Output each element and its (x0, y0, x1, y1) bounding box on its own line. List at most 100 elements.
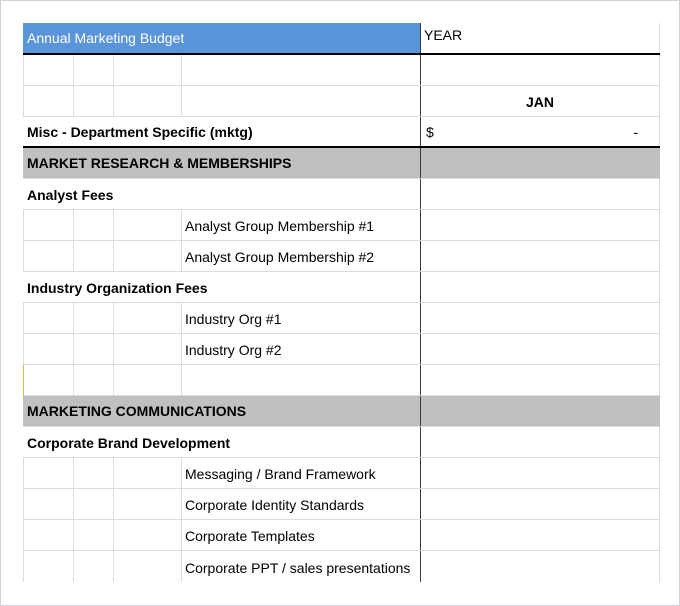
line-item-row: Corporate Templates (23, 520, 660, 551)
grid-line (181, 334, 182, 364)
grid-line (73, 489, 74, 519)
header-row: Annual Marketing Budget YEAR (23, 23, 660, 55)
grid-line (113, 458, 114, 488)
section-heading-fill (420, 396, 660, 426)
grid-line (113, 551, 114, 582)
column-divider (420, 551, 421, 582)
grid-line (73, 520, 74, 550)
grid-line (181, 210, 182, 240)
column-divider (659, 458, 660, 488)
column-divider (420, 365, 421, 395)
grid-line (113, 489, 114, 519)
grid-line (113, 303, 114, 333)
grid-line (181, 303, 182, 333)
grid-line (181, 55, 182, 85)
line-item[interactable]: Analyst Group Membership #1 (185, 218, 375, 234)
budget-grid: Annual Marketing Budget YEAR JAN Mis (23, 23, 660, 582)
grid-line (113, 55, 114, 85)
grid-line (181, 489, 182, 519)
line-item[interactable]: Messaging / Brand Framework (185, 466, 376, 482)
line-item-row: Corporate PPT / sales presentations (23, 551, 660, 582)
column-divider (659, 489, 660, 519)
grid-line (113, 210, 114, 240)
column-divider (659, 241, 660, 271)
grid-line (181, 86, 182, 116)
group-row: Industry Organization Fees (23, 272, 660, 303)
column-divider (420, 489, 421, 519)
grid-line (23, 458, 24, 488)
grid-line (181, 458, 182, 488)
column-divider (420, 117, 421, 146)
grid-line (73, 458, 74, 488)
line-item[interactable]: Corporate Templates (185, 528, 315, 544)
grid-line (113, 241, 114, 271)
line-item[interactable]: Corporate PPT / sales presentations (185, 560, 411, 576)
grid-line (23, 210, 24, 240)
grid-line (181, 520, 182, 550)
grid-line (73, 365, 74, 395)
section-heading-row: MARKETING COMMUNICATIONS (23, 396, 660, 427)
grid-line (73, 210, 74, 240)
group-label[interactable]: Industry Organization Fees (27, 280, 208, 296)
group-row: Analyst Fees (23, 179, 660, 210)
line-item-row: Analyst Group Membership #1 (23, 210, 660, 241)
line-item[interactable]: Corporate Identity Standards (185, 497, 364, 513)
column-divider (420, 272, 421, 302)
grid-line (73, 86, 74, 116)
group-label[interactable]: Corporate Brand Development (27, 435, 231, 451)
grid-line (23, 489, 24, 519)
column-divider (659, 272, 660, 302)
grid-line (23, 241, 24, 271)
grid-line (23, 303, 24, 333)
summary-value: - (633, 124, 638, 140)
column-divider (659, 427, 660, 457)
column-divider (420, 86, 421, 116)
column-divider (420, 148, 421, 178)
grid-line (23, 520, 24, 550)
column-divider (659, 117, 660, 146)
line-item[interactable]: Industry Org #1 (185, 311, 282, 327)
column-divider (659, 365, 660, 395)
grid-line (23, 55, 24, 85)
summary-label[interactable]: Misc - Department Specific (mktg) (27, 124, 253, 140)
grid-line (113, 334, 114, 364)
grid-line (73, 551, 74, 582)
grid-line (181, 365, 182, 395)
column-divider (420, 241, 421, 271)
sheet-title-cell[interactable]: Annual Marketing Budget (23, 23, 420, 53)
line-item-row: Analyst Group Membership #2 (23, 241, 660, 272)
empty-row (23, 365, 660, 396)
column-divider (420, 520, 421, 550)
summary-value-cell[interactable]: $ - (420, 117, 660, 146)
month-header-jan[interactable]: JAN (525, 94, 554, 110)
column-divider (659, 551, 660, 582)
column-divider (659, 210, 660, 240)
section-heading-fill (420, 148, 660, 178)
line-item[interactable]: Industry Org #2 (185, 342, 282, 358)
column-divider (420, 396, 421, 426)
line-item-row: Messaging / Brand Framework (23, 458, 660, 489)
grid-line (113, 520, 114, 550)
column-divider (659, 179, 660, 209)
column-divider (659, 86, 660, 116)
column-divider (659, 303, 660, 333)
grid-line (113, 365, 114, 395)
group-label[interactable]: Analyst Fees (27, 187, 114, 203)
column-divider (420, 334, 421, 364)
currency-symbol: $ (426, 124, 434, 140)
section-heading-row: MARKET RESEARCH & MEMBERSHIPS (23, 148, 660, 179)
grid-line (73, 55, 74, 85)
column-divider (659, 55, 660, 85)
column-divider (420, 179, 421, 209)
grid-line (23, 334, 24, 364)
month-row: JAN (23, 86, 660, 117)
column-divider (420, 210, 421, 240)
line-item[interactable]: Analyst Group Membership #2 (185, 249, 375, 265)
empty-row (23, 55, 660, 86)
year-cell[interactable]: YEAR (424, 27, 463, 43)
column-divider (420, 427, 421, 457)
summary-row: Misc - Department Specific (mktg) $ - (23, 117, 660, 148)
grid-line (181, 241, 182, 271)
line-item-row: Corporate Identity Standards (23, 489, 660, 520)
grid-line (73, 334, 74, 364)
